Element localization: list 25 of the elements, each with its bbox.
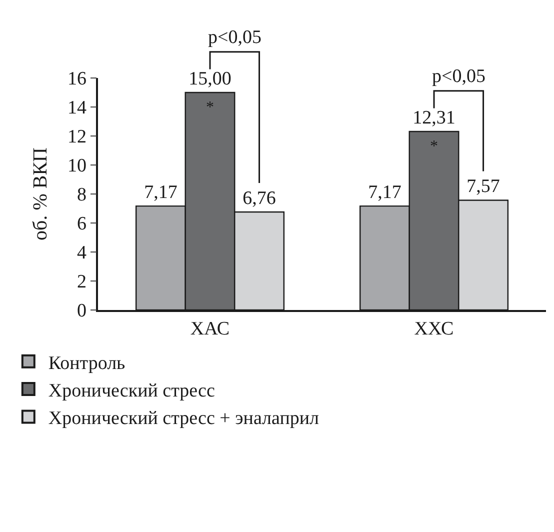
data-label: 12,31 — [412, 108, 456, 129]
y-tick-label: 16 — [67, 68, 86, 90]
text: p<0,05 — [208, 27, 262, 48]
y-axis-title: об. % ВКП — [29, 148, 52, 240]
y-tick-label: 4 — [76, 242, 87, 264]
data-label: 6,76 — [242, 188, 276, 209]
y-tick-label: 6 — [76, 214, 86, 235]
legend-label: Хронический стресс + эналаприл — [48, 408, 320, 430]
data-label: 7,17 — [144, 182, 178, 204]
data-label: 15,00 — [188, 68, 232, 90]
annotation: * — [206, 99, 214, 116]
x-tick-label: ХАС — [190, 318, 230, 340]
y-tick-label: 10 — [67, 156, 86, 177]
y-tick-label: 8 — [76, 184, 86, 206]
annotation: p<0,05 — [432, 66, 486, 87]
y-tick-label: 14 — [67, 98, 87, 119]
annotation: * — [430, 138, 438, 155]
legend-label: Контроль — [48, 352, 126, 374]
y-tick-label: 0 — [76, 300, 86, 322]
x-tick-label: ХХС — [414, 318, 454, 340]
data-label: 7,57 — [466, 176, 500, 198]
legend-label: Хронический стресс — [48, 380, 215, 402]
data-label: 7,17 — [368, 182, 402, 204]
y-tick-label: 2 — [76, 272, 86, 293]
y-tick-label: 12 — [67, 126, 86, 148]
